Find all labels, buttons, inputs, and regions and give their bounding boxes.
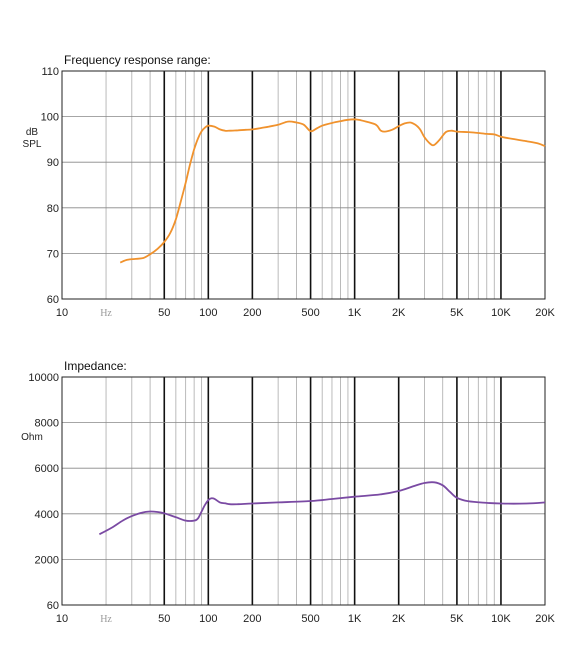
x-tick-label: 20K	[535, 613, 555, 625]
x-tick-label: 200	[243, 613, 261, 625]
x-tick-label: 5K	[450, 613, 464, 625]
x-tick-label: 10	[56, 307, 68, 319]
y-tick-label: 70	[47, 248, 59, 260]
frequency-response-grid	[62, 71, 545, 299]
x-tick-label: 50	[158, 613, 170, 625]
x-tick-label: 500	[301, 307, 319, 319]
y-tick-label: 4000	[35, 509, 59, 521]
x-tick-label: 1K	[348, 613, 362, 625]
impedance-x-ticks: 10 Hz 50 100 200 500 1K 2K 5K 10K 20K	[56, 613, 556, 625]
impedance-title: Impedance:	[64, 359, 127, 373]
x-tick-label: 1K	[348, 307, 362, 319]
frequency-response-y-ticks: 60 70 80 90 100 110	[41, 66, 59, 306]
y-tick-label: 6000	[35, 463, 59, 475]
x-tick-label: 100	[199, 613, 217, 625]
x-tick-label: Hz	[100, 614, 112, 625]
x-tick-label: Hz	[100, 308, 112, 319]
x-tick-label: 500	[301, 613, 319, 625]
x-tick-label: 2K	[392, 307, 406, 319]
x-tick-label: 20K	[535, 307, 555, 319]
x-tick-label: 10K	[491, 613, 511, 625]
impedance-grid	[62, 377, 545, 605]
impedance-plot-frame	[61, 376, 546, 606]
x-tick-label: 200	[243, 307, 261, 319]
x-tick-label: 10	[56, 613, 68, 625]
y-tick-label: 100	[41, 112, 59, 124]
y-tick-label: 2000	[35, 554, 59, 566]
y-tick-label: 110	[41, 66, 59, 78]
impedance-ylabel-line2: Ohm	[21, 432, 43, 443]
frequency-response-curve	[119, 118, 546, 264]
impedance-chart: Impedance: Ohm 10 Hz 50 100 200 500 1K 2K 5K 10K 2…	[21, 359, 555, 625]
y-tick-label: 8000	[35, 418, 59, 430]
y-tick-label: 10000	[28, 372, 59, 384]
y-tick-label: 90	[47, 157, 59, 169]
y-tick-label: 60	[47, 600, 59, 612]
frequency-response-plot-frame	[61, 70, 546, 300]
x-tick-label: 2K	[392, 613, 406, 625]
y-tick-label: 80	[47, 203, 59, 215]
frequency-response-x-ticks: 10 Hz 50 100 200 500 1K 2K 5K 10K 20K	[56, 307, 556, 319]
impedance-curve	[98, 481, 546, 536]
frequency-response-title: Frequency response range:	[64, 53, 211, 67]
x-tick-label: 100	[199, 307, 217, 319]
frequency-response-ylabel-line1: dB	[26, 127, 39, 138]
frequency-response-ylabel-line2: SPL	[23, 139, 42, 150]
y-tick-label: 60	[47, 294, 59, 306]
x-tick-label: 10K	[491, 307, 511, 319]
impedance-y-ticks: 60 2000 4000 6000 8000 10000	[28, 372, 59, 612]
x-tick-label: 50	[158, 307, 170, 319]
x-tick-label: 5K	[450, 307, 464, 319]
frequency-response-chart: Frequency response range: dB SPL 10 Hz 50 1…	[23, 53, 556, 319]
